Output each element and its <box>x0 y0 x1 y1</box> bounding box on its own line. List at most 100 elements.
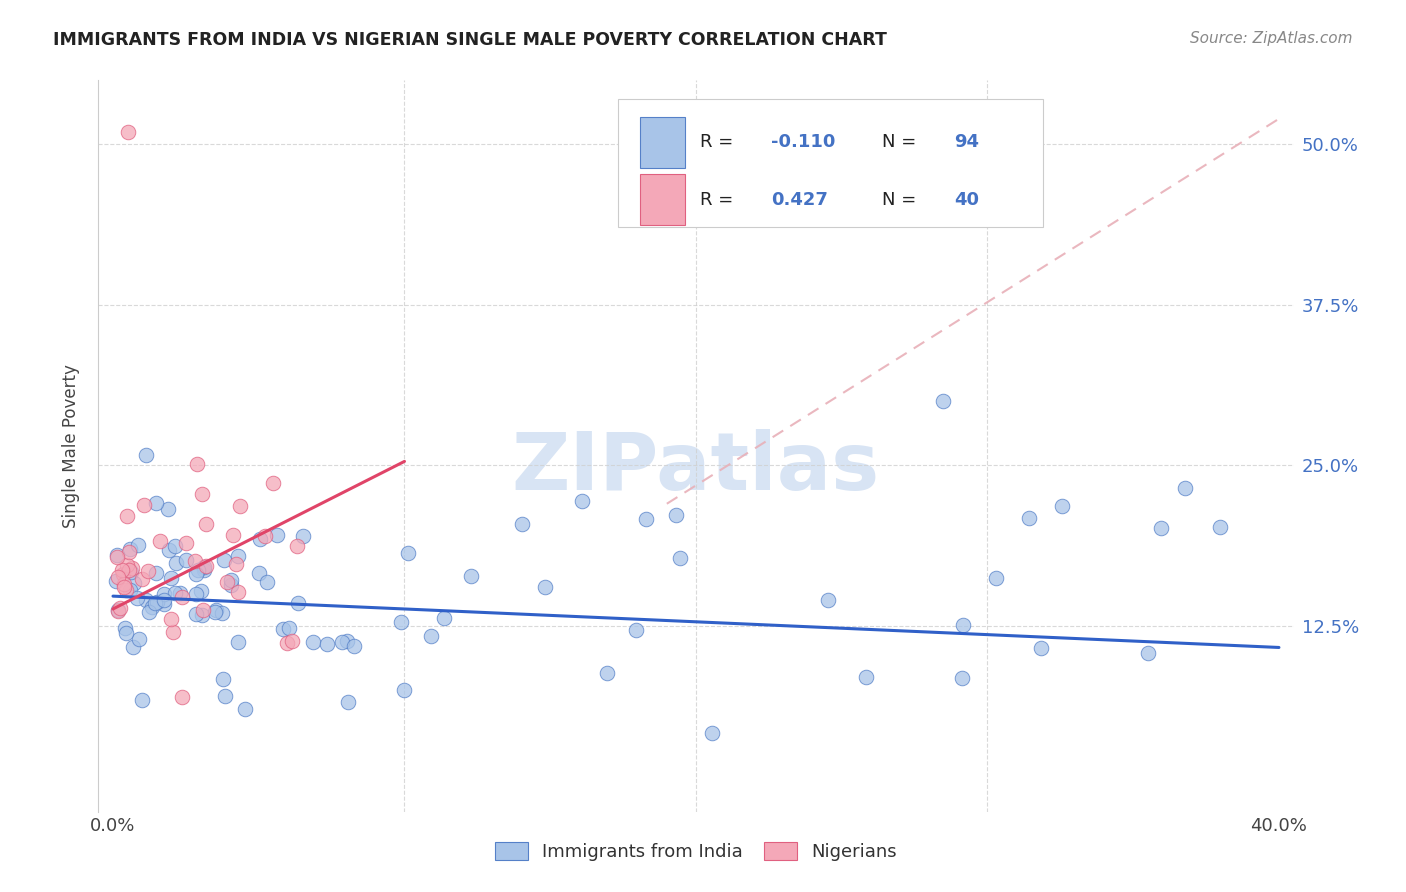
Point <box>195 559 218 574</box>
Point <box>112 576 135 591</box>
Text: ZIPatlas: ZIPatlas <box>512 429 880 507</box>
Point <box>105 574 128 588</box>
Point <box>204 603 226 617</box>
Point <box>165 586 187 600</box>
Point <box>665 508 688 522</box>
Point <box>212 672 235 686</box>
Bar <box>640 117 685 168</box>
Point <box>931 394 953 409</box>
Point <box>343 639 366 653</box>
Point <box>336 633 359 648</box>
Point <box>136 564 159 578</box>
Point <box>193 603 215 617</box>
Point <box>396 546 419 560</box>
Point <box>153 586 176 600</box>
Point <box>115 583 138 598</box>
Text: R =: R = <box>700 134 738 152</box>
Point <box>120 582 142 597</box>
Point <box>118 541 141 556</box>
Point <box>1050 500 1073 514</box>
Point <box>217 575 239 590</box>
Point <box>292 529 315 543</box>
Point <box>668 550 690 565</box>
FancyBboxPatch shape <box>619 98 1043 227</box>
Point <box>152 597 174 611</box>
Text: 40: 40 <box>955 191 979 209</box>
Point <box>249 532 271 546</box>
Point <box>135 593 157 607</box>
Point <box>285 539 308 553</box>
Point <box>211 606 233 620</box>
Point <box>302 635 325 649</box>
Point <box>204 605 226 619</box>
Point <box>271 622 294 636</box>
Point <box>138 605 160 619</box>
Point <box>221 578 243 592</box>
Bar <box>640 174 685 225</box>
Point <box>247 566 270 580</box>
Point <box>112 580 135 594</box>
Point <box>108 601 131 615</box>
Point <box>132 498 155 512</box>
Point <box>184 587 207 601</box>
Point <box>115 509 138 524</box>
Point <box>105 548 128 562</box>
Point <box>153 592 176 607</box>
Point <box>235 702 257 716</box>
Point <box>219 574 242 588</box>
Point <box>330 635 353 649</box>
Point <box>170 590 193 604</box>
Point <box>254 529 277 543</box>
Point <box>1018 510 1040 524</box>
Point <box>256 574 278 589</box>
Text: -0.110: -0.110 <box>772 134 835 152</box>
Point <box>214 689 236 703</box>
Point <box>145 496 167 510</box>
Point <box>143 596 166 610</box>
Point <box>193 562 215 576</box>
Text: 0.427: 0.427 <box>772 191 828 209</box>
Point <box>392 682 415 697</box>
Point <box>145 595 167 609</box>
Point <box>229 499 252 513</box>
Point <box>191 487 214 501</box>
Point <box>950 671 973 685</box>
Point <box>226 549 249 563</box>
Point <box>160 611 183 625</box>
Point <box>165 557 187 571</box>
Point <box>225 557 247 571</box>
Text: N =: N = <box>883 191 922 209</box>
Point <box>117 125 139 139</box>
Point <box>184 566 207 581</box>
Point <box>266 528 288 542</box>
Point <box>636 512 658 526</box>
Point <box>115 558 138 572</box>
Point <box>115 625 138 640</box>
Text: N =: N = <box>883 134 922 152</box>
Point <box>984 571 1007 585</box>
Point <box>534 581 557 595</box>
Point <box>389 615 412 630</box>
Point <box>700 726 723 740</box>
Point <box>337 695 360 709</box>
Point <box>187 563 209 577</box>
Point <box>169 586 191 600</box>
Text: IMMIGRANTS FROM INDIA VS NIGERIAN SINGLE MALE POVERTY CORRELATION CHART: IMMIGRANTS FROM INDIA VS NIGERIAN SINGLE… <box>53 31 887 49</box>
Point <box>121 561 143 575</box>
Point <box>817 592 839 607</box>
Point <box>277 622 299 636</box>
Point <box>228 585 250 599</box>
Point <box>141 600 163 615</box>
Point <box>156 501 179 516</box>
Legend: Immigrants from India, Nigerians: Immigrants from India, Nigerians <box>488 835 904 869</box>
Point <box>212 553 235 567</box>
Point <box>184 554 207 568</box>
Point <box>193 560 215 574</box>
Point <box>571 493 593 508</box>
Point <box>595 666 617 681</box>
Point <box>855 670 877 684</box>
Point <box>114 621 136 635</box>
Text: Source: ZipAtlas.com: Source: ZipAtlas.com <box>1189 31 1353 46</box>
Point <box>460 569 482 583</box>
Point <box>165 539 187 553</box>
